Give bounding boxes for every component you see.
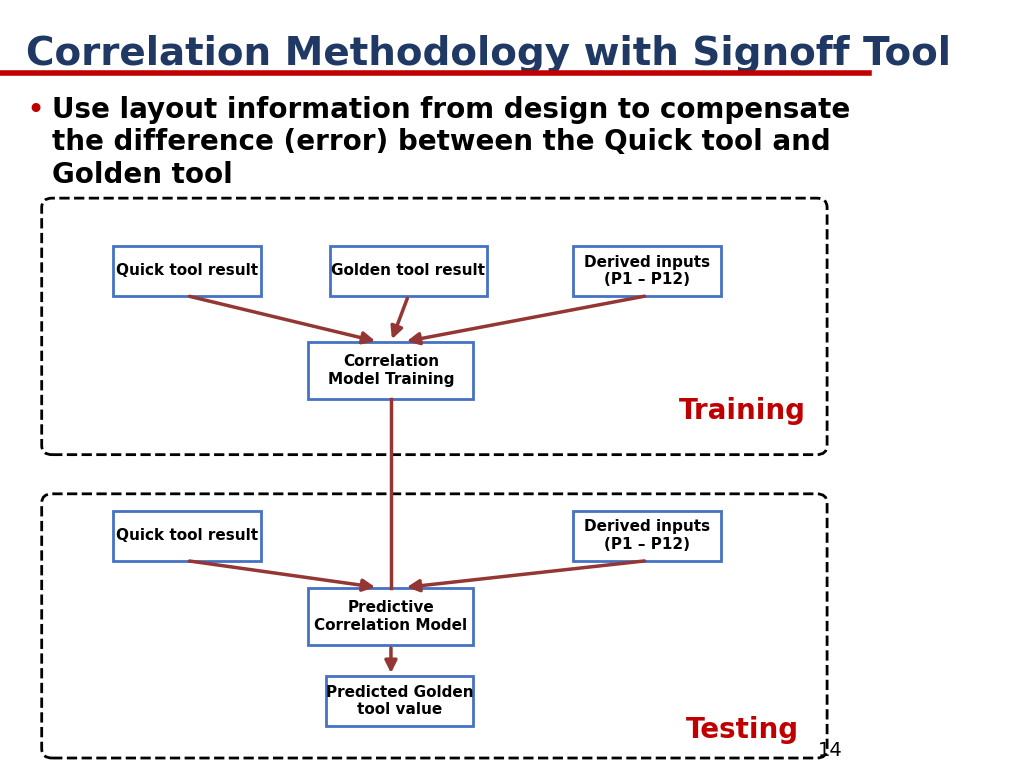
FancyBboxPatch shape — [330, 246, 486, 296]
Text: •: • — [26, 96, 44, 125]
Text: Correlation Methodology with Signoff Tool: Correlation Methodology with Signoff Too… — [26, 35, 951, 72]
Text: Predictive
Correlation Model: Predictive Correlation Model — [314, 600, 468, 633]
FancyBboxPatch shape — [573, 246, 721, 296]
Text: Use layout information from design to compensate
the difference (error) between : Use layout information from design to co… — [52, 96, 850, 189]
Text: Quick tool result: Quick tool result — [116, 528, 258, 543]
FancyBboxPatch shape — [113, 511, 261, 561]
Text: Quick tool result: Quick tool result — [116, 263, 258, 278]
FancyBboxPatch shape — [113, 246, 261, 296]
Text: 14: 14 — [818, 741, 843, 760]
Text: Derived inputs
(P1 – P12): Derived inputs (P1 – P12) — [584, 519, 711, 552]
FancyBboxPatch shape — [326, 676, 473, 726]
Text: Derived inputs
(P1 – P12): Derived inputs (P1 – P12) — [584, 254, 711, 287]
Text: Predicted Golden
tool value: Predicted Golden tool value — [326, 684, 473, 717]
Text: Testing: Testing — [686, 716, 800, 743]
Text: Golden tool result: Golden tool result — [332, 263, 485, 278]
FancyBboxPatch shape — [573, 511, 721, 561]
Text: Correlation
Model Training: Correlation Model Training — [328, 354, 455, 387]
Text: Training: Training — [679, 397, 806, 425]
FancyBboxPatch shape — [308, 342, 473, 399]
FancyBboxPatch shape — [308, 588, 473, 645]
